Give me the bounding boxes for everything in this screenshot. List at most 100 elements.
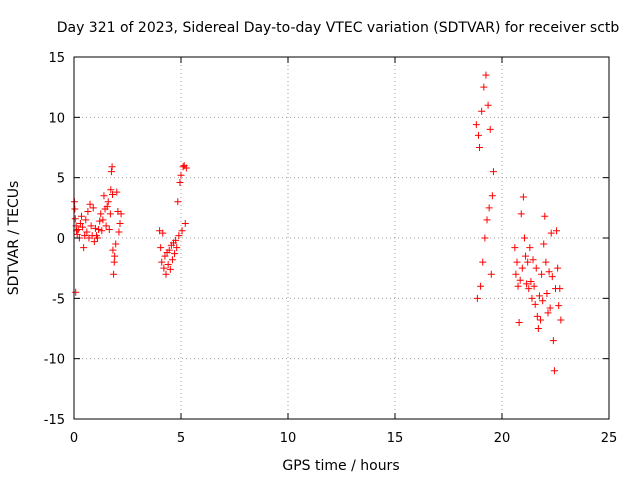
chart-title: Day 321 of 2023, Sidereal Day-to-day VTE… (57, 20, 620, 36)
data-point (71, 215, 79, 223)
y-tick-label: -10 (44, 353, 65, 368)
x-tick-label: 20 (494, 431, 511, 446)
data-point (480, 83, 488, 91)
data-point (99, 216, 107, 224)
data-point (182, 164, 190, 172)
data-point (472, 121, 480, 129)
x-tick-label: 0 (70, 431, 78, 446)
data-point (542, 258, 550, 266)
data-point (489, 168, 497, 176)
data-point (113, 188, 121, 196)
data-point (533, 312, 541, 320)
data-point (104, 198, 112, 206)
data-point (98, 227, 106, 235)
grid-lines (74, 57, 609, 419)
data-point (173, 244, 181, 252)
data-point (100, 192, 108, 200)
data-point (87, 222, 95, 230)
data-point (91, 224, 99, 232)
data-point (476, 144, 484, 151)
data-point (511, 244, 519, 252)
data-point (548, 273, 556, 281)
data-point (546, 304, 554, 312)
data-point (81, 232, 89, 240)
data-point (94, 234, 102, 242)
data-point (158, 258, 166, 266)
data-point (549, 337, 557, 345)
data-point (516, 276, 524, 284)
data-point (74, 226, 82, 234)
data-point (157, 244, 165, 252)
data-point (115, 228, 123, 236)
data-point (532, 264, 540, 272)
data-point (103, 203, 111, 211)
data-point (108, 163, 116, 171)
data-point (554, 264, 562, 272)
data-point (97, 210, 105, 218)
data-point (165, 246, 173, 254)
data-point (486, 125, 494, 133)
data-point (90, 238, 98, 246)
data-point (82, 216, 90, 224)
data-point (109, 246, 117, 254)
data-point (177, 171, 185, 179)
data-point (538, 270, 546, 278)
data-point (107, 168, 115, 176)
data-point (539, 297, 547, 305)
data-point (72, 288, 80, 296)
data-point (547, 229, 555, 237)
data-point (555, 302, 563, 310)
data-point (178, 227, 186, 235)
data-point (174, 198, 182, 206)
data-point (110, 258, 118, 266)
data-point (528, 294, 536, 302)
data-point (164, 261, 172, 269)
data-point (553, 227, 561, 235)
data-point (111, 252, 119, 260)
data-point (160, 264, 168, 272)
data-point (172, 236, 180, 244)
data-point (556, 285, 564, 293)
data-point (531, 300, 539, 308)
data-point (534, 325, 542, 332)
axis-tick-labels: 0 5 10 15 20 25 -15 -10 -5 0 5 10 15 (44, 51, 618, 446)
data-point (544, 309, 552, 317)
data-point (171, 250, 179, 258)
data-point (107, 186, 115, 194)
axis-ticks (73, 56, 610, 420)
x-tick-label: 10 (280, 431, 297, 446)
data-point (162, 270, 170, 278)
y-tick-label: -5 (52, 292, 65, 307)
data-point (523, 280, 531, 288)
data-point (479, 258, 487, 266)
data-point (545, 268, 553, 276)
data-point (520, 234, 528, 242)
y-tick-label: 10 (48, 111, 65, 126)
data-point (541, 212, 549, 220)
data-point (482, 71, 490, 79)
data-point (537, 316, 545, 324)
data-point (514, 282, 522, 290)
data-point (86, 200, 94, 208)
data-point (540, 240, 548, 248)
data-point (524, 258, 532, 266)
data-point (530, 282, 538, 290)
data-point (95, 226, 103, 234)
data-point (488, 192, 496, 200)
data-point (102, 222, 110, 230)
data-point (519, 193, 527, 201)
data-point (513, 258, 521, 266)
data-point (116, 220, 124, 228)
data-point (527, 277, 535, 285)
data-point (515, 318, 523, 326)
data-point (477, 282, 485, 290)
data-point (481, 234, 489, 242)
data-point (84, 207, 92, 215)
data-point (79, 223, 87, 231)
data-point (557, 316, 565, 324)
data-point (112, 240, 120, 248)
data-points (70, 71, 565, 375)
y-tick-label: 5 (57, 172, 65, 187)
x-tick-label: 15 (387, 431, 404, 446)
y-tick-label: -15 (44, 413, 65, 428)
